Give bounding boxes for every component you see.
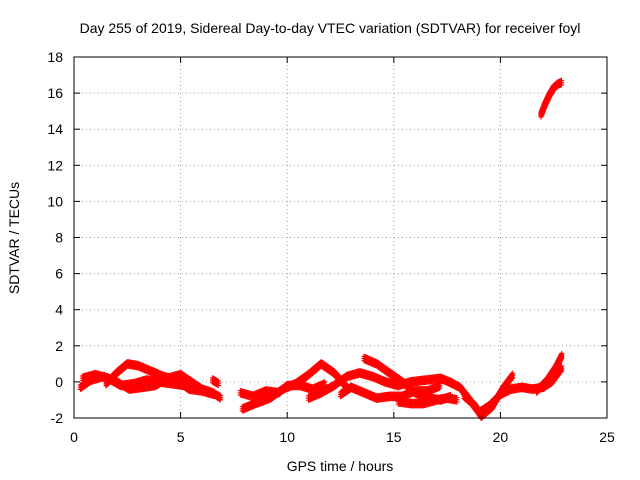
x-tick-label: 25 — [599, 429, 615, 445]
data-point — [217, 397, 223, 403]
gridlines — [74, 57, 607, 418]
y-axis-label: SDTVAR / TECUs — [6, 182, 22, 294]
axis-ticks: 0 5 10 15 20 25 -2 0 2 4 6 8 10 12 14 16 18 — [47, 49, 615, 445]
x-tick-label: 0 — [70, 429, 78, 445]
x-tick-label: 20 — [493, 429, 509, 445]
x-tick-label: 10 — [279, 429, 295, 445]
plot-frame — [73, 56, 608, 419]
x-axis-label: GPS time / hours — [287, 458, 394, 474]
y-tick-label: 8 — [55, 230, 63, 246]
y-tick-label: 6 — [55, 266, 63, 282]
y-tick-label: 18 — [47, 49, 63, 65]
data-track — [538, 77, 565, 120]
x-tick-label: 15 — [386, 429, 402, 445]
data-points — [77, 77, 565, 421]
y-tick-label: 0 — [55, 374, 63, 390]
y-tick-label: 14 — [47, 121, 63, 137]
x-tick-label: 5 — [177, 429, 185, 445]
data-track — [103, 359, 217, 400]
chart-title: Day 255 of 2019, Sidereal Day-to-day VTE… — [80, 20, 581, 36]
y-tick-label: 12 — [47, 157, 63, 173]
data-point — [215, 382, 221, 389]
data-track — [210, 375, 221, 389]
y-tick-label: -2 — [51, 410, 64, 426]
y-tick-label: 16 — [47, 85, 63, 101]
data-point — [211, 393, 217, 400]
y-tick-label: 10 — [47, 193, 63, 209]
y-tick-label: 4 — [55, 302, 63, 318]
y-tick-label: 2 — [55, 338, 63, 354]
